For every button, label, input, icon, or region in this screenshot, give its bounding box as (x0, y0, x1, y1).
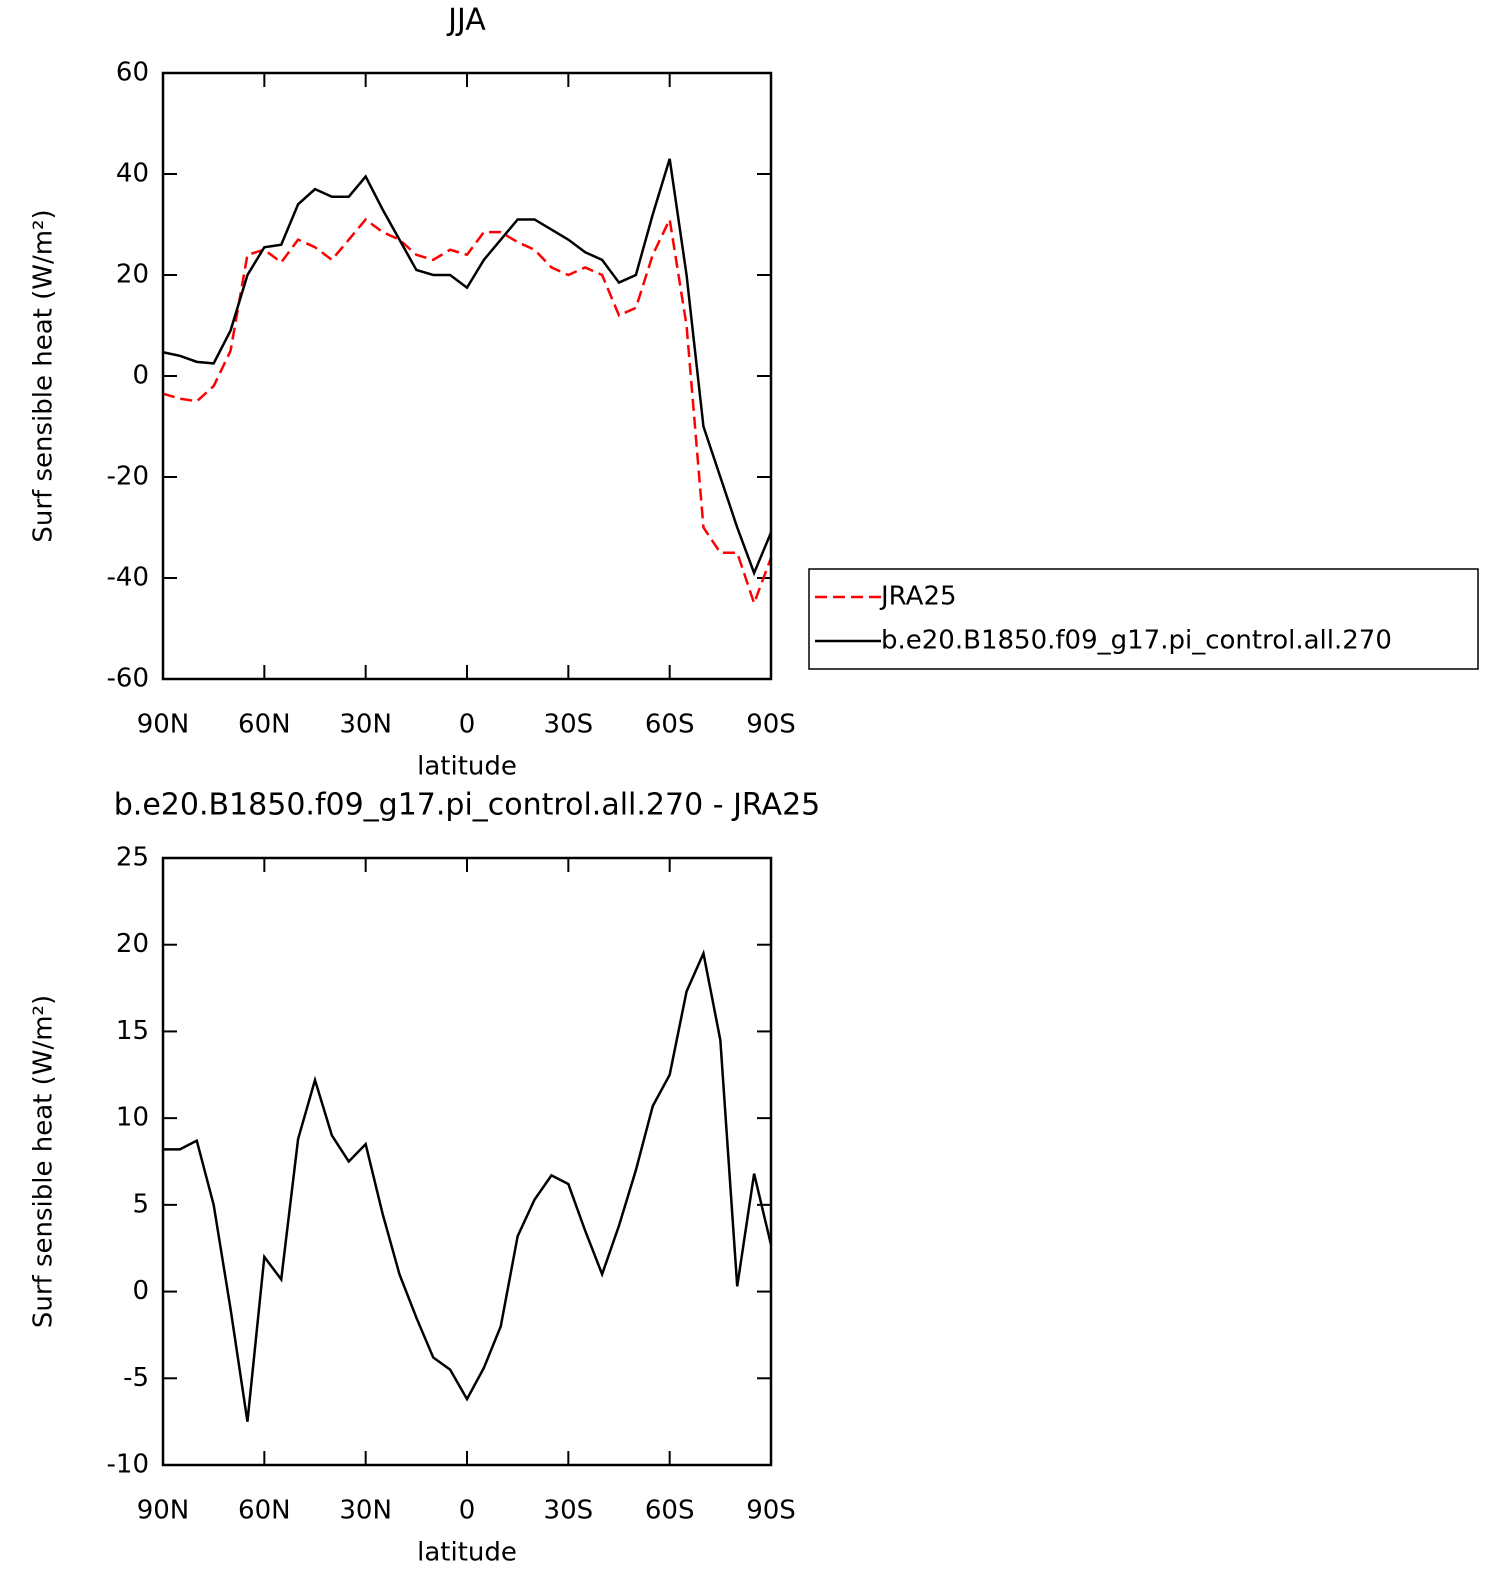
data-line (162, 158, 773, 577)
x-tick-label: 30S (544, 1496, 594, 1526)
y-axis-label: Surf sensible heat (W/m²) (29, 209, 59, 542)
x-tick-label: 90N (137, 1496, 190, 1526)
y-tick-label: -5 (123, 1363, 149, 1393)
legend-box (808, 568, 1479, 670)
x-tick-label: 0 (459, 1496, 476, 1526)
x-axis-label: latitude (417, 752, 517, 782)
data-line (162, 215, 773, 608)
y-tick-label: -40 (107, 563, 149, 593)
x-tick-label: 60S (645, 710, 695, 740)
y-tick-label: 60 (116, 58, 149, 88)
plot-frame (161, 71, 773, 681)
y-tick-label: 20 (116, 929, 149, 959)
plot-frame (161, 856, 773, 1467)
y-tick-label: 0 (132, 361, 149, 391)
x-tick-label: 30S (544, 710, 594, 740)
x-tick-label: 90S (746, 1496, 796, 1526)
x-axis-label: latitude (417, 1538, 517, 1568)
x-tick-label: 60N (238, 1496, 291, 1526)
y-tick-label: 40 (116, 159, 149, 189)
y-tick-label: 5 (132, 1189, 149, 1219)
chart-title: b.e20.B1850.f09_g17.pi_control.all.270 -… (114, 788, 821, 823)
y-tick-label: 20 (116, 260, 149, 290)
x-tick-label: 60S (645, 1496, 695, 1526)
x-tick-label: 30N (339, 1496, 392, 1526)
y-tick-label: -10 (107, 1450, 149, 1480)
legend-label: JRA25 (879, 582, 957, 612)
data-line (163, 949, 773, 1422)
x-tick-label: 30N (339, 710, 392, 740)
y-tick-label: -60 (107, 664, 149, 694)
x-tick-label: 60N (238, 710, 291, 740)
y-tick-label: 10 (116, 1103, 149, 1133)
y-tick-label: 0 (132, 1276, 149, 1306)
x-tick-label: 90S (746, 710, 796, 740)
y-axis-label: Surf sensible heat (W/m²) (29, 995, 59, 1328)
y-tick-label: 25 (116, 843, 149, 873)
y-tick-label: -20 (107, 462, 149, 492)
legend-label: b.e20.B1850.f09_g17.pi_control.all.270 (881, 626, 1392, 656)
y-tick-label: 15 (116, 1016, 149, 1046)
chart-title: JJA (446, 3, 486, 38)
x-tick-label: 0 (459, 710, 476, 740)
x-tick-label: 90N (137, 710, 190, 740)
